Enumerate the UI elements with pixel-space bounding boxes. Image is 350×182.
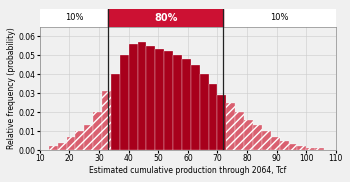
Bar (315, 148, 324, 150)
Bar (182, 59, 191, 150)
Bar (49, 146, 58, 150)
Bar (75, 131, 84, 150)
Bar (173, 55, 182, 150)
Y-axis label: Relative frequency (probability): Relative frequency (probability) (7, 27, 16, 149)
Bar (271, 137, 280, 150)
Bar (253, 125, 262, 150)
Bar (288, 144, 298, 150)
Bar (66, 137, 75, 150)
Bar (58, 143, 66, 150)
Bar (93, 112, 102, 150)
Bar (84, 125, 93, 150)
Bar (235, 112, 244, 150)
Bar (138, 42, 146, 150)
Bar (298, 146, 306, 150)
X-axis label: Estimated cumulative production through 2064, Tcf: Estimated cumulative production through … (89, 166, 287, 175)
Bar (280, 141, 288, 150)
Bar (217, 95, 226, 150)
Bar (155, 49, 164, 150)
Bar (200, 74, 209, 150)
Bar (262, 131, 271, 150)
Bar (120, 55, 129, 150)
Bar (209, 84, 217, 150)
Bar (306, 148, 315, 150)
Bar (102, 91, 111, 150)
Bar (146, 46, 155, 150)
Bar (111, 74, 120, 150)
Bar (226, 103, 235, 150)
Bar (244, 120, 253, 150)
Bar (129, 44, 138, 150)
Bar (191, 65, 200, 150)
Bar (164, 51, 173, 150)
